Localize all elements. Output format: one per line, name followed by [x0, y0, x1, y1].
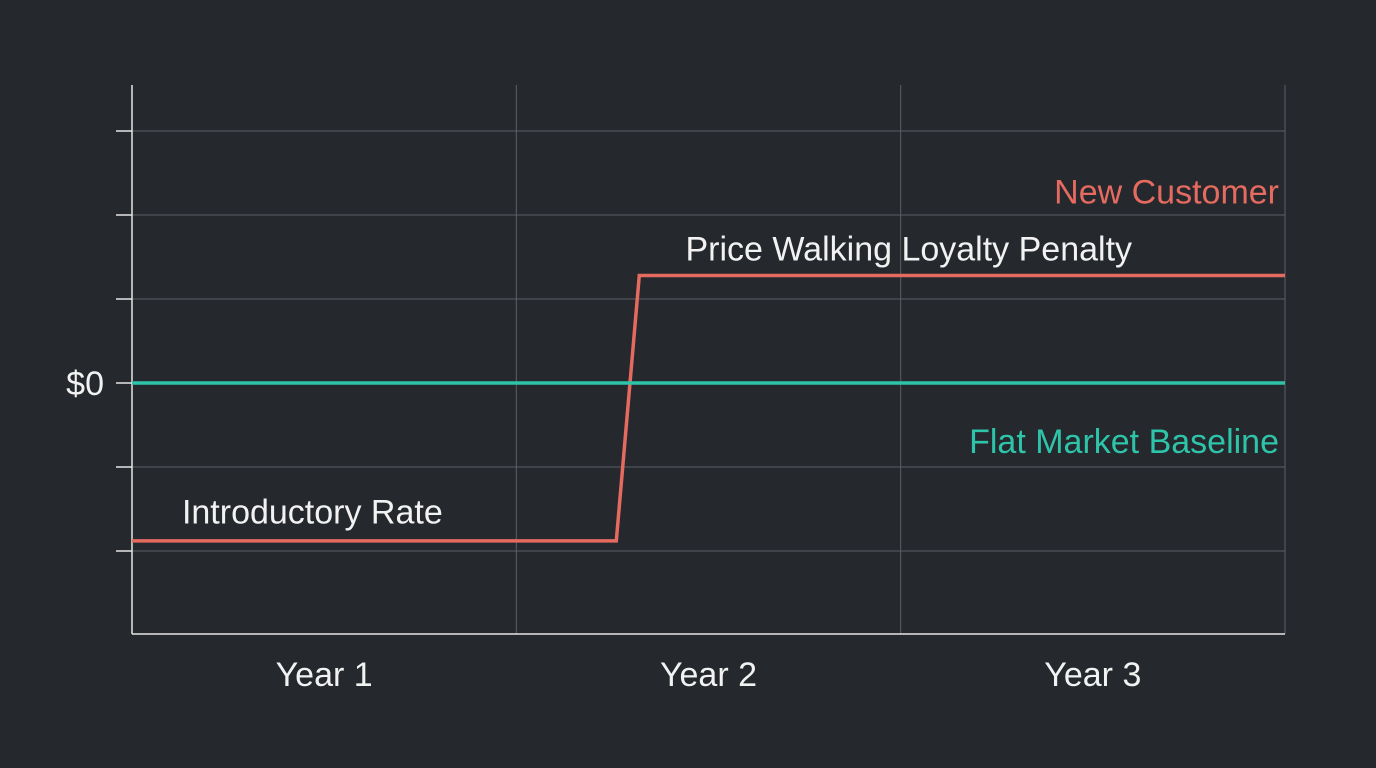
- chart-labels: $0 Year 1 Year 2 Year 3 New Customer Flat Mar…: [66, 173, 1279, 694]
- x-tick-label: Year 3: [1044, 656, 1141, 694]
- series-label-0: New Customer: [1054, 173, 1279, 211]
- x-tick-label: Year 2: [660, 656, 757, 694]
- annotation-0: Introductory Rate: [182, 494, 443, 532]
- grid-lines: [132, 85, 1286, 634]
- axes: [131, 85, 1285, 635]
- series-line-0: [132, 273, 1285, 543]
- axis-ticks: [116, 130, 132, 552]
- annotation-1: Price Walking Loyalty Penalty: [685, 231, 1132, 269]
- series-label-1: Flat Market Baseline: [969, 423, 1279, 461]
- series-lines: [132, 273, 1285, 543]
- x-tick-label: Year 1: [276, 656, 373, 694]
- y-tick-label: $0: [66, 365, 104, 403]
